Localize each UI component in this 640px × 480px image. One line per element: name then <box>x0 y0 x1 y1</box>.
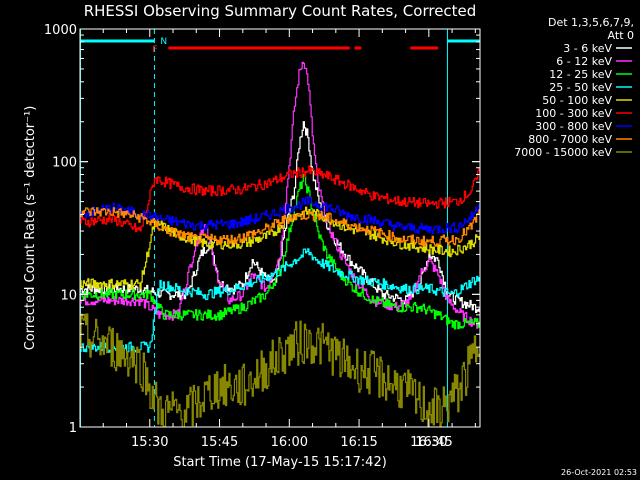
legend-entry-label: 3 - 6 keV <box>563 42 612 55</box>
series-line <box>80 248 480 353</box>
x-tick-label: 16:45 <box>415 435 452 450</box>
legend-entry-label: 6 - 12 keV <box>556 55 612 68</box>
series-line <box>80 313 480 427</box>
y-axis-title: Corrected Count Rate (s⁻¹ detector⁻¹) <box>23 106 38 351</box>
plot-frame <box>79 28 481 428</box>
chart-title: RHESSI Observing Summary Count Rates, Co… <box>84 2 477 20</box>
legend-entry-label: 7000 - 15000 keV <box>514 146 612 159</box>
y-tick-label: 10 <box>60 288 77 303</box>
x-tick-label: 16:30 <box>410 435 447 450</box>
legend-entry-label: 50 - 100 keV <box>542 94 612 107</box>
y-axis: 1 10 100 1000 <box>44 23 480 436</box>
y-tick-label: 1000 <box>44 23 77 38</box>
legend-entry-label: 800 - 7000 keV <box>528 133 612 146</box>
legend-entry-label: 12 - 25 keV <box>549 68 612 81</box>
flare-marker-label: F <box>152 45 157 55</box>
series-line <box>80 165 480 233</box>
y-tick-label: 100 <box>52 156 77 171</box>
legend-entry-label: 25 - 50 keV <box>549 81 612 94</box>
generation-timestamp: 26-Oct-2021 02:53 <box>561 468 637 477</box>
x-tick-label: 15:30 <box>131 435 168 450</box>
x-axis-title: Start Time (17-May-15 15:17:42) <box>173 455 387 470</box>
series-line <box>80 207 480 247</box>
legend-entry-label: 300 - 800 keV <box>535 120 612 133</box>
legend-entry-label: 100 - 300 keV <box>535 107 612 120</box>
plot-area: NF <box>79 29 481 427</box>
night-marker-label: N <box>160 37 167 47</box>
series-line <box>80 206 480 290</box>
x-tick-label: 16:00 <box>271 435 308 450</box>
legend-header: Det 1,3,5,6,7,9, <box>548 16 634 29</box>
x-tick-label: 15:45 <box>201 435 238 450</box>
legend-header: Att 0 <box>608 29 634 42</box>
y-tick-label: 1 <box>69 421 77 436</box>
x-tick-label: 16:15 <box>340 435 377 450</box>
